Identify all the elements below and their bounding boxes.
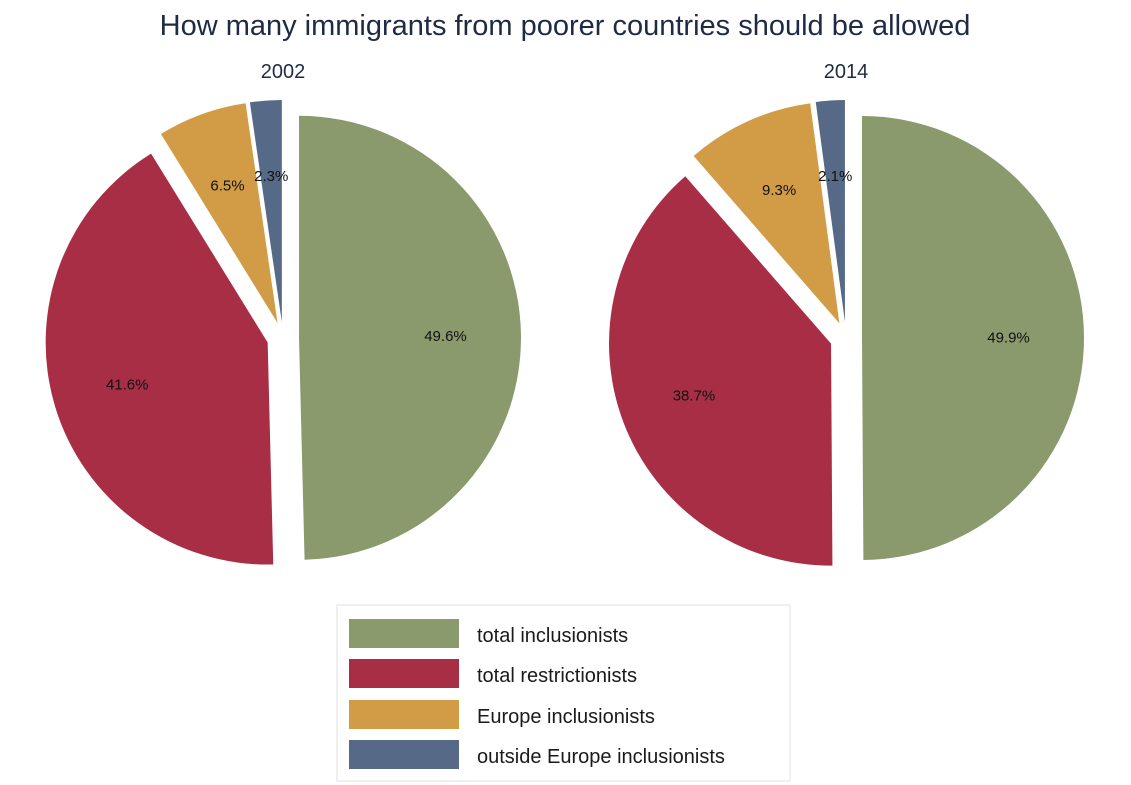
pie-slice-2002-total-restrictionists <box>45 153 274 565</box>
pie-slice-2002-europe-inclusionists <box>160 103 278 323</box>
legend-swatch-total-inclusionists <box>349 619 459 648</box>
pie-slice-2002-total-inclusionists <box>298 115 521 560</box>
slice-label-2002-europe-inclusionists: 6.5% <box>210 177 244 194</box>
slice-label-2014-outside-europe-inclusionists: 2.1% <box>818 168 852 185</box>
pie-chart-2014: 2014 49.9% 38.7% 9.3% 2.1% <box>609 61 1084 566</box>
legend-swatch-outside-europe-inclusionists <box>349 740 459 769</box>
legend: total inclusionists total restrictionist… <box>336 604 791 782</box>
legend-label-total-restrictionists: total restrictionists <box>477 665 637 687</box>
pie-slice-2014-total-restrictionists <box>609 176 833 566</box>
slice-label-2014-total-restrictionists: 38.7% <box>673 387 716 404</box>
slice-label-2002-total-inclusionists: 49.6% <box>424 328 467 345</box>
slice-label-2002-outside-europe-inclusionists: 2.3% <box>254 168 288 185</box>
pie-slice-2014-outside-europe-inclusionists <box>815 100 845 323</box>
pie-chart-2002: 2002 49.6% 41.6% 6.5% 2.3% <box>45 61 521 565</box>
pie-slice-2002-outside-europe-inclusionists <box>249 100 282 323</box>
legend-label-outside-europe-inclusionists: outside Europe inclusionists <box>477 746 725 768</box>
legend-swatch-europe-inclusionists <box>349 700 459 729</box>
pie-title-2014: 2014 <box>824 61 869 83</box>
legend-swatch-total-restrictionists <box>349 659 459 688</box>
pie-title-2002: 2002 <box>261 61 306 83</box>
pie-slice-2014-europe-inclusionists <box>693 103 840 324</box>
chart-title: How many immigrants from poorer countrie… <box>160 10 971 42</box>
pie-slice-2014-total-inclusionists <box>861 115 1084 560</box>
legend-label-europe-inclusionists: Europe inclusionists <box>477 706 655 728</box>
slice-label-2014-total-inclusionists: 49.9% <box>987 329 1030 346</box>
slice-label-2002-total-restrictionists: 41.6% <box>106 376 149 393</box>
slice-label-2014-europe-inclusionists: 9.3% <box>762 182 796 199</box>
legend-label-total-inclusionists: total inclusionists <box>477 625 628 647</box>
